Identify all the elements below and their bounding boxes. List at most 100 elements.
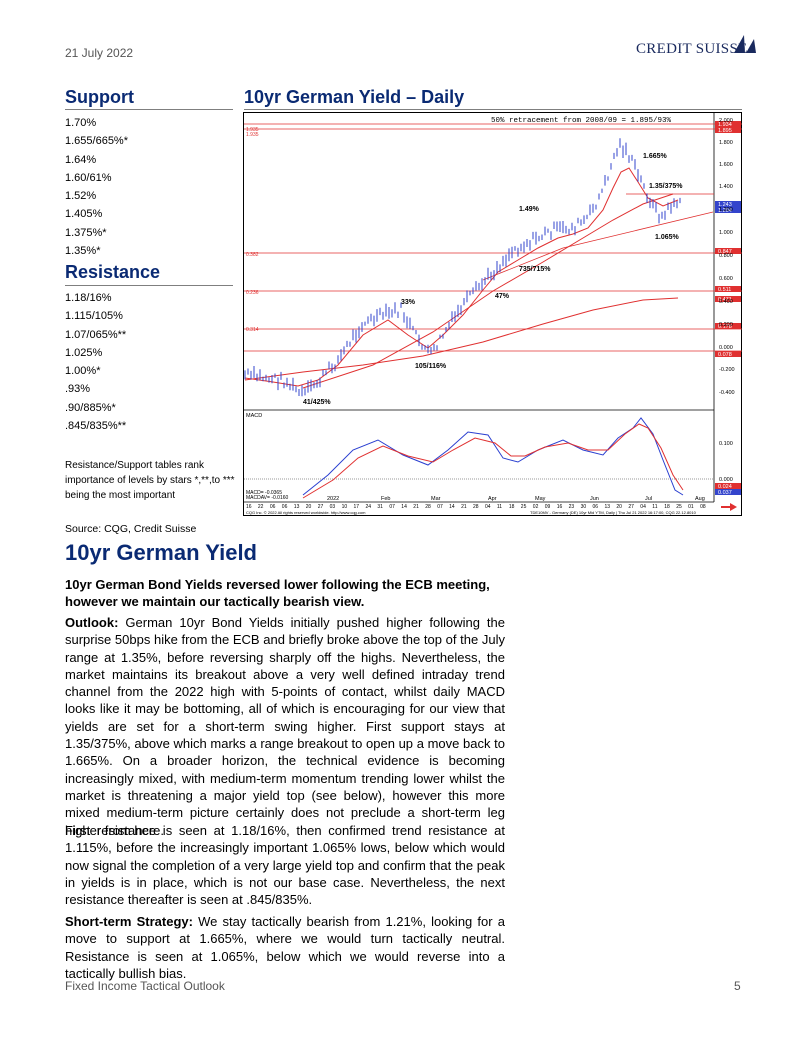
y-tick: 0.800	[719, 253, 733, 259]
resistance-paragraph: First resistance is seen at 1.18/16%, th…	[65, 823, 505, 908]
day-label: 13	[605, 504, 611, 510]
annotation: 735/715%	[519, 266, 551, 273]
y-tick: 0.400	[719, 299, 733, 305]
resistance-level: 1.115/105%	[65, 310, 123, 323]
month-label: Jun	[590, 496, 599, 502]
day-label: 17	[354, 504, 360, 510]
outlook-text: German 10yr Bond Yields initially pushed…	[65, 615, 505, 838]
resistance-level: 1.00%*	[65, 365, 101, 378]
table-note: Resistance/Support tables rank importanc…	[65, 460, 235, 501]
credit-suisse-logo: CREDIT SUISSE	[636, 33, 758, 63]
brand-name: CREDIT SUISSE	[636, 41, 748, 57]
price-tag: 0.511	[718, 287, 731, 293]
resistance-rule	[65, 285, 233, 286]
macd-tick: 0.100	[719, 441, 733, 447]
ma-short-line	[244, 167, 679, 387]
lead-paragraph: 10yr German Bond Yields reversed lower f…	[65, 577, 490, 609]
chart-rule	[244, 109, 742, 110]
annotation: 1.065%	[655, 234, 680, 241]
yield-chart: 1.934 1.895 1.243 1.204 0.847 0.511 0.47…	[243, 110, 742, 520]
resistance-level: .93%	[65, 383, 91, 396]
support-level: 1.35%*	[65, 245, 101, 258]
day-label: 16	[557, 504, 563, 510]
resistance-level: 1.18/16%	[65, 292, 112, 304]
support-level: 1.655/665%*	[65, 135, 128, 148]
price-tag: 1.243	[718, 202, 732, 208]
day-label: 16	[246, 504, 252, 510]
day-label: 06	[270, 504, 276, 510]
month-label: Apr	[488, 496, 497, 502]
day-label: 25	[676, 504, 682, 510]
day-label: 18	[664, 504, 670, 510]
annotation: 1.49%	[519, 206, 540, 213]
day-label: 23	[569, 504, 575, 510]
y-tick: 1.200	[719, 207, 733, 213]
day-label: 03	[330, 504, 336, 510]
trend-line	[482, 211, 714, 281]
price-tag: 0.847	[718, 249, 732, 255]
day-label: 22	[258, 504, 264, 510]
macd-tag: 0.024	[718, 484, 732, 490]
support-list: 1.70% 1.655/665%* 1.64% 1.60/61% 1.52% 1…	[65, 114, 128, 260]
day-label: 27	[318, 504, 324, 510]
y-axis-ticks: 2.000 1.800 1.600 1.400 1.200 1.000 0.80…	[719, 118, 735, 483]
month-labels: 2022 Feb Mar Apr May Jun Jul Aug	[327, 496, 705, 502]
month-label: Aug	[695, 496, 705, 502]
resistance-level: 1.025%	[65, 346, 103, 359]
chart-source: Source: CQG, Credit Suisse	[65, 523, 197, 535]
left-tag: 0.314	[246, 327, 259, 333]
support-level: 1.70%	[65, 117, 97, 129]
left-tag: 0.236	[246, 290, 259, 296]
y-tick: -0.400	[719, 390, 735, 396]
day-label: 11	[652, 504, 657, 510]
chart-svg: 1.934 1.895 1.243 1.204 0.847 0.511 0.47…	[243, 112, 742, 516]
macd-legend-item: MACD= -0.0365	[246, 490, 282, 496]
ma-100-line	[302, 193, 674, 389]
retracement-label: 50% retracement from 2008/09 = 1.895/93%	[491, 117, 672, 125]
price-tag: 0.178	[718, 324, 732, 330]
day-label: 30	[581, 504, 587, 510]
y-tick: 1.800	[719, 140, 733, 146]
price-tag: 1.895	[718, 128, 732, 134]
chart-footer-right: TDE10MV - Germany (DE) 10yr Mid YTM, Dai…	[530, 510, 697, 515]
resistance-level: 1.07/065%**	[65, 328, 127, 341]
day-label: 31	[377, 504, 383, 510]
chart-title: 10yr German Yield – Daily	[244, 87, 465, 107]
resistance-level: .90/885%*	[65, 401, 116, 414]
day-label: 09	[545, 504, 551, 510]
day-label: 14	[449, 504, 455, 510]
day-label: 07	[389, 504, 395, 510]
y-tick: 0.600	[719, 276, 733, 282]
day-label: 08	[700, 504, 706, 510]
support-title: Support	[65, 87, 134, 107]
macd-tag: 0.037	[718, 490, 732, 496]
arrow-right-icon	[721, 503, 737, 511]
day-label: 04	[485, 504, 491, 510]
macd-line	[302, 417, 684, 496]
macd-legend: MACD= -0.0365 MACDAV= -0.0160	[246, 490, 289, 501]
day-label: 14	[401, 504, 407, 510]
day-label: 18	[509, 504, 515, 510]
month-label: May	[535, 496, 546, 502]
resistance-list: 1.18/16% 1.115/105% 1.07/065%** 1.025% 1…	[65, 289, 126, 435]
y-tick: 0.000	[719, 345, 733, 351]
price-tag: 0.471	[718, 297, 732, 303]
day-label: 02	[533, 504, 539, 510]
price-tags: 1.934 1.895 1.243 1.204 0.847 0.511 0.47…	[718, 122, 732, 496]
day-label: 28	[473, 504, 479, 510]
page-number: 5	[734, 979, 741, 993]
y-tick: 0.200	[719, 322, 733, 328]
day-label: 13	[294, 504, 300, 510]
macd-label: MACD	[246, 413, 262, 419]
chart-footer-left: CQG Inc. © 2022 All rights reserved worl…	[246, 510, 366, 515]
day-label: 25	[521, 504, 527, 510]
support-level: 1.64%	[65, 153, 97, 166]
section-heading: 10yr German Yield	[65, 540, 257, 565]
macd-legend-item: MACDAV= -0.0160	[246, 495, 289, 501]
day-label: 07	[437, 504, 443, 510]
day-labels: 16 22 06 06 13 20 27 03 10 17 24 31 07 14 21 28 07 14 21 28…	[246, 504, 706, 510]
annotation: 41/425%	[303, 399, 331, 406]
macd-signal-line	[302, 423, 684, 499]
strategy-text: We stay tactically bearish from 1.21%, l…	[65, 914, 505, 981]
y-tick: 2.000	[719, 118, 733, 124]
